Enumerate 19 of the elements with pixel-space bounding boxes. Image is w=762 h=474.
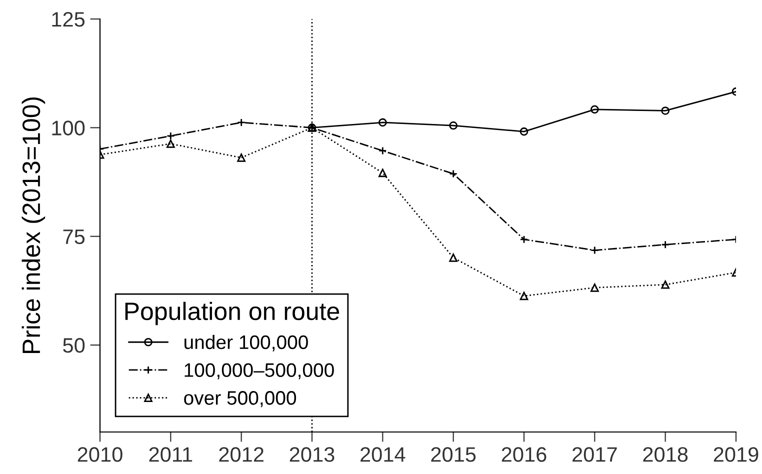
y-tick-label: 75 xyxy=(63,230,85,244)
x-tick-label: 2010 xyxy=(78,447,122,462)
y-axis-title: Price index (2013=100) xyxy=(22,97,46,354)
legend-label: over 500,000 xyxy=(184,391,296,408)
y-tick-label: 100 xyxy=(52,120,85,136)
x-tick-label: 2019 xyxy=(714,447,758,462)
legend-label: 100,000–500,000 xyxy=(184,363,334,380)
x-tick-label: 2018 xyxy=(643,447,688,462)
x-tick-label: 2015 xyxy=(431,447,476,462)
legend-label: under 100,000 xyxy=(184,334,308,352)
x-tick-label: 2014 xyxy=(360,447,406,462)
x-tick-label: 2013 xyxy=(290,447,334,462)
y-tick-label: 125 xyxy=(52,12,85,27)
x-tick-label: 2017 xyxy=(572,447,617,462)
legend-title: Population on route xyxy=(125,302,340,326)
y-tick-label: 50 xyxy=(63,338,85,353)
x-tick-label: 2011 xyxy=(149,447,192,462)
x-tick-label: 2012 xyxy=(219,447,264,462)
x-tick-label: 2016 xyxy=(502,447,546,462)
